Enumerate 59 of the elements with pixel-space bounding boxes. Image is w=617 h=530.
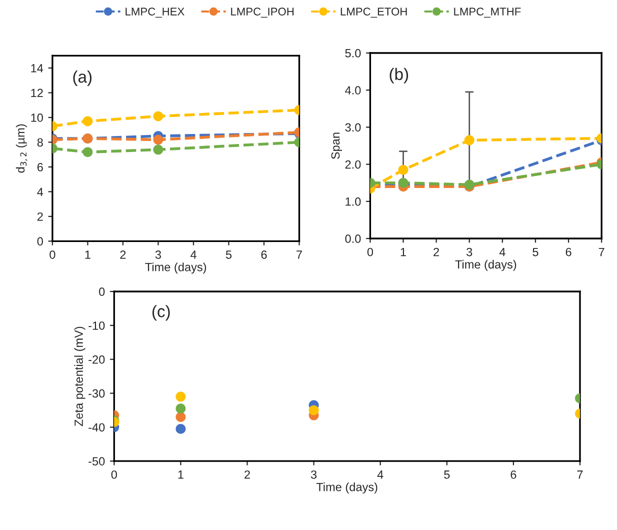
y-tick-label: 14 bbox=[31, 64, 44, 72]
x-tick-label: 0 bbox=[50, 250, 56, 259]
y-tick-label: 1.0 bbox=[346, 197, 361, 206]
y-axis-title: Span bbox=[331, 132, 342, 159]
y-tick-label: 10 bbox=[31, 114, 43, 122]
y-tick-label: 12 bbox=[31, 88, 43, 98]
x-tick-label: 3 bbox=[155, 250, 161, 259]
y-tick-label: 3.0 bbox=[345, 123, 361, 132]
x-tick-label: 0 bbox=[111, 470, 117, 479]
x-tick-label: 7 bbox=[577, 470, 583, 479]
x-tick-label: 3 bbox=[466, 248, 472, 256]
x-tick-label: 3 bbox=[310, 470, 317, 479]
y-tick-label: 2 bbox=[37, 212, 43, 221]
y-tick-label: 6 bbox=[37, 162, 43, 172]
y-tick-label: 0 bbox=[99, 288, 105, 296]
x-tick-label: 2 bbox=[244, 470, 250, 479]
y-tick-label: 4 bbox=[37, 188, 44, 196]
x-tick-label: 1 bbox=[85, 250, 90, 259]
x-tick-label: 7 bbox=[598, 248, 604, 256]
x-tick-label: 6 bbox=[261, 250, 267, 259]
legend-label: LMPC_ETOH bbox=[340, 8, 407, 18]
y-tick-label: 0.0 bbox=[345, 234, 361, 243]
annotation: (b) bbox=[390, 68, 408, 84]
x-tick-label: 1 bbox=[400, 248, 406, 256]
x-tick-label: 6 bbox=[566, 248, 572, 256]
legend-label: LMPC_HEX bbox=[126, 8, 184, 18]
x-axis-title: Time (days) bbox=[455, 260, 516, 271]
x-tick-label: 2 bbox=[434, 248, 439, 256]
y-tick-label: -40 bbox=[88, 423, 105, 432]
x-axis-title: Time (days) bbox=[145, 262, 206, 274]
y-axis-title: d$_{3,2}$ (µm) bbox=[16, 124, 28, 173]
x-tick-label: 2 bbox=[120, 250, 126, 259]
annotation: (a) bbox=[73, 70, 92, 86]
x-tick-label: 4 bbox=[377, 470, 384, 479]
x-tick-label: 6 bbox=[510, 470, 516, 479]
y-tick-label: 8 bbox=[37, 138, 43, 147]
y-tick-label: 5.0 bbox=[345, 49, 361, 58]
x-tick-label: 5 bbox=[532, 248, 538, 256]
x-tick-label: 4 bbox=[499, 248, 506, 256]
legend-label: LMPC_MTHF bbox=[454, 8, 521, 18]
x-tick-label: 7 bbox=[296, 250, 302, 259]
legend-label: LMPC_IPOH bbox=[231, 8, 294, 18]
y-tick-label: -30 bbox=[88, 389, 105, 398]
y-axis-title: Zeta potential (mV) bbox=[74, 326, 86, 426]
point bbox=[176, 412, 186, 422]
y-tick-label: 0 bbox=[37, 237, 43, 246]
y-tick-label: -10 bbox=[88, 321, 105, 330]
x-axis-title: Time (days) bbox=[316, 482, 378, 494]
y-tick-label: -20 bbox=[88, 355, 105, 364]
y-tick-label: 2.0 bbox=[345, 160, 361, 169]
annotation: (c) bbox=[152, 305, 170, 321]
x-tick-label: 4 bbox=[190, 250, 196, 259]
x-tick-label: 5 bbox=[226, 250, 232, 259]
y-tick-label: -50 bbox=[88, 457, 105, 466]
x-tick-label: 0 bbox=[367, 248, 374, 256]
point bbox=[176, 424, 186, 434]
x-tick-label: 5 bbox=[444, 470, 450, 479]
y-tick-label: 4.0 bbox=[345, 86, 361, 94]
x-tick-label: 1 bbox=[178, 470, 184, 479]
